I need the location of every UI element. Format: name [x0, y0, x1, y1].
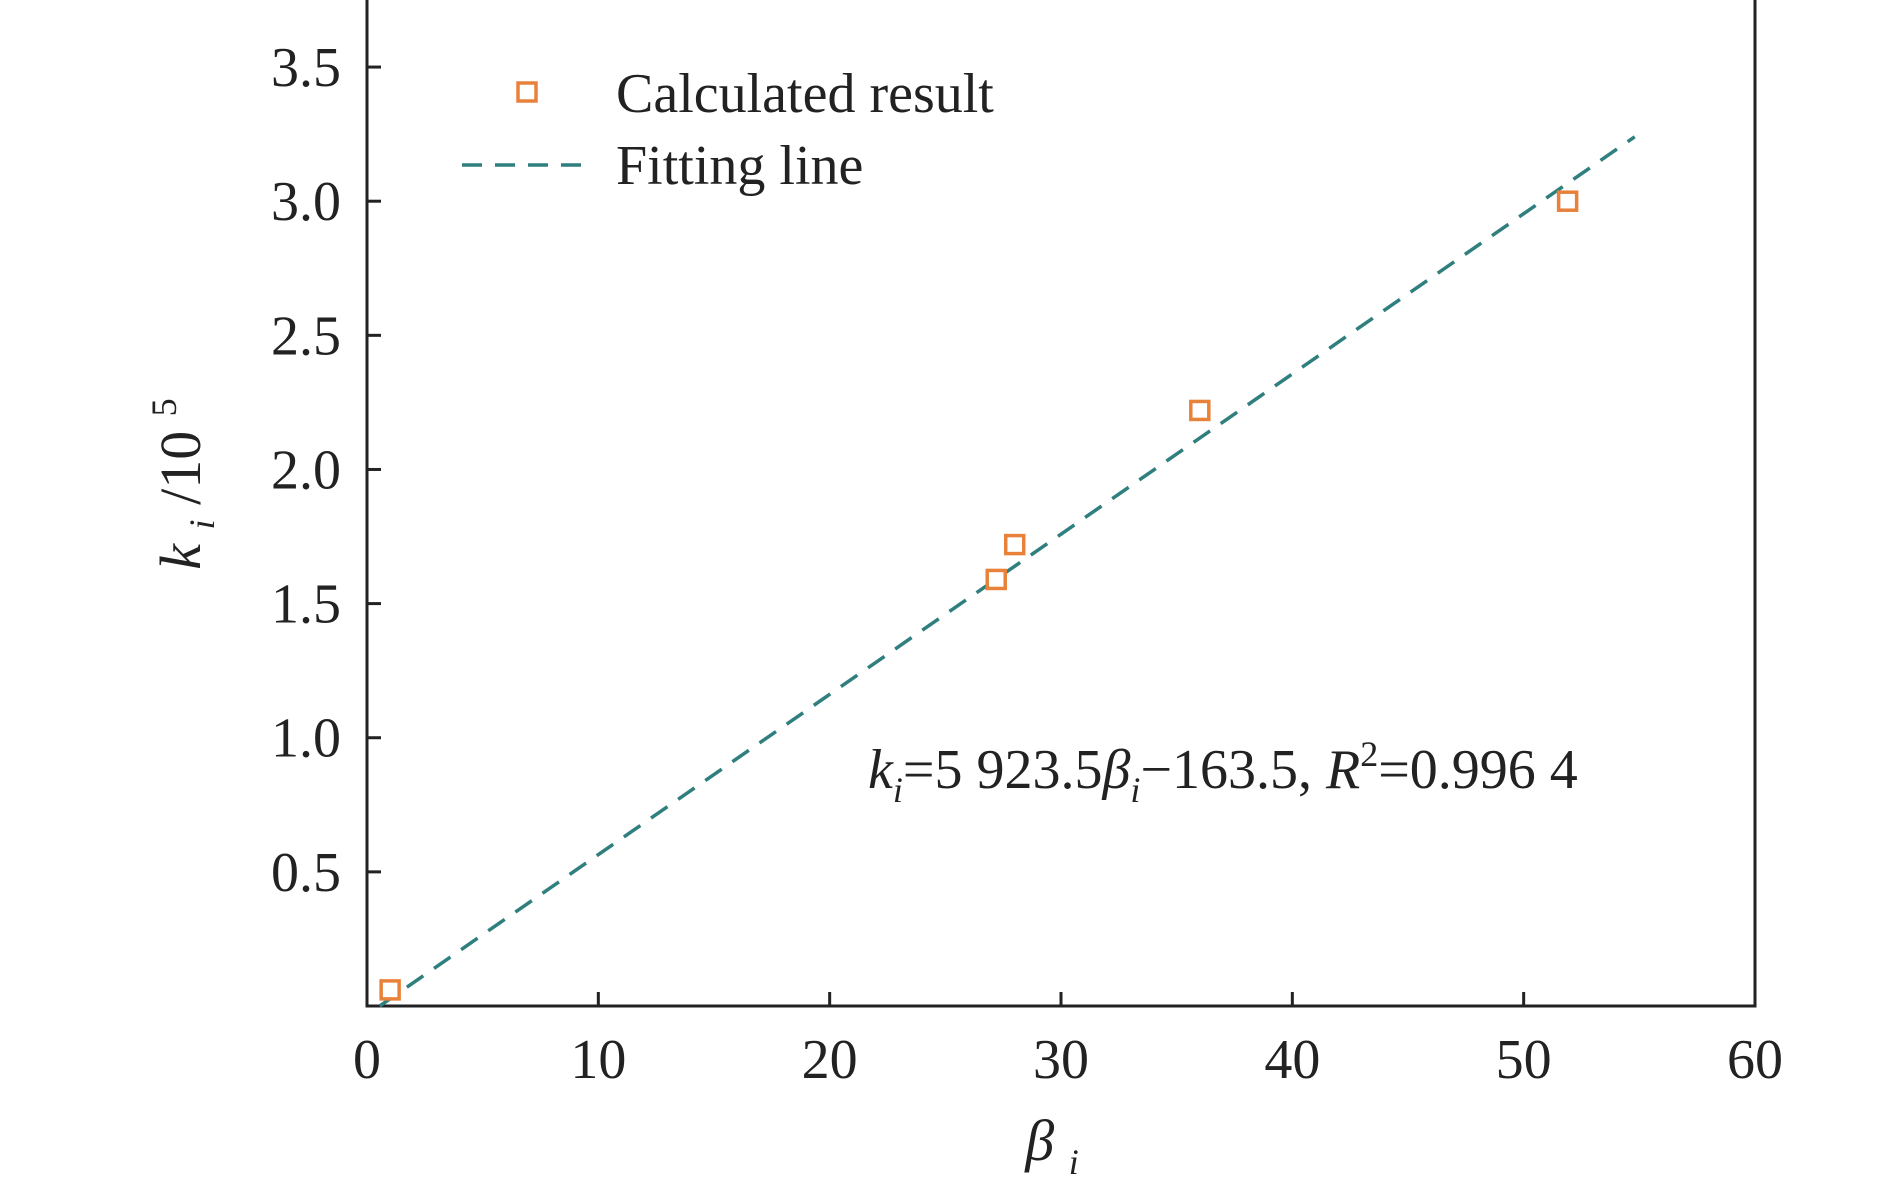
y-tick-label: 3.5	[271, 37, 341, 99]
x-tick-label: 60	[1727, 1029, 1783, 1091]
y-tick-label: 3.0	[271, 171, 341, 233]
fit-equation-annotation: ki=5 923.5βi−163.5, R2=0.996 4	[868, 734, 1578, 810]
y-axis-title-tail: /10	[148, 431, 213, 505]
y-axis-title-superscript: 5	[144, 398, 184, 416]
x-axis-title: β i	[1024, 1108, 1078, 1182]
x-axis-title-subscript: i	[1069, 1142, 1079, 1182]
equation-part: 2	[1360, 734, 1378, 774]
equation-part: R	[1325, 739, 1360, 801]
x-tick-label: 0	[353, 1029, 381, 1091]
x-tick-label: 40	[1264, 1029, 1320, 1091]
y-tick-label: 0.5	[271, 842, 341, 904]
y-axis: 0.5 1.0 1.5 2.0 2.5 3.0 3.5	[271, 37, 381, 904]
equation-part: i	[1130, 770, 1140, 810]
legend-label-fitting: Fitting line	[616, 135, 863, 197]
legend-marker-calculated	[516, 81, 538, 103]
scatter-point	[1556, 190, 1579, 212]
scatter-point	[1003, 533, 1026, 556]
equation-part: k	[868, 739, 894, 801]
scatter-point	[379, 979, 401, 1001]
y-axis-title-subscript: i	[182, 519, 222, 529]
series-layer	[378, 135, 1636, 1008]
y-tick-label: 1.5	[271, 574, 341, 636]
y-axis-title-main: k	[148, 543, 213, 570]
x-tick-label: 50	[1496, 1029, 1552, 1091]
x-axis-title-main: β	[1024, 1108, 1054, 1173]
x-tick-label: 30	[1033, 1029, 1089, 1091]
y-tick-label: 2.0	[271, 439, 341, 501]
equation-part: =5 923.5	[903, 739, 1103, 801]
x-axis: 0 10 20 30 40 50 60	[353, 992, 1783, 1091]
legend: Calculated result Fitting line	[462, 63, 994, 197]
scatter-point	[1189, 399, 1211, 422]
fitting-line	[378, 135, 1636, 1008]
plot-border	[365, 0, 1757, 1008]
plot-frame	[365, 0, 1757, 1008]
equation-part: β	[1101, 739, 1130, 801]
scatter-point	[985, 568, 1007, 591]
equation-part: i	[893, 770, 903, 810]
x-tick-label: 20	[802, 1029, 858, 1091]
y-tick-label: 1.0	[271, 708, 341, 770]
x-tick-label: 10	[570, 1029, 626, 1091]
equation-part: =0.996 4	[1378, 739, 1578, 801]
y-tick-label: 2.5	[271, 305, 341, 367]
y-axis-title: k i /10 5	[144, 398, 227, 569]
equation-part: −163.5,	[1140, 739, 1326, 801]
legend-label-calculated: Calculated result	[616, 63, 994, 125]
